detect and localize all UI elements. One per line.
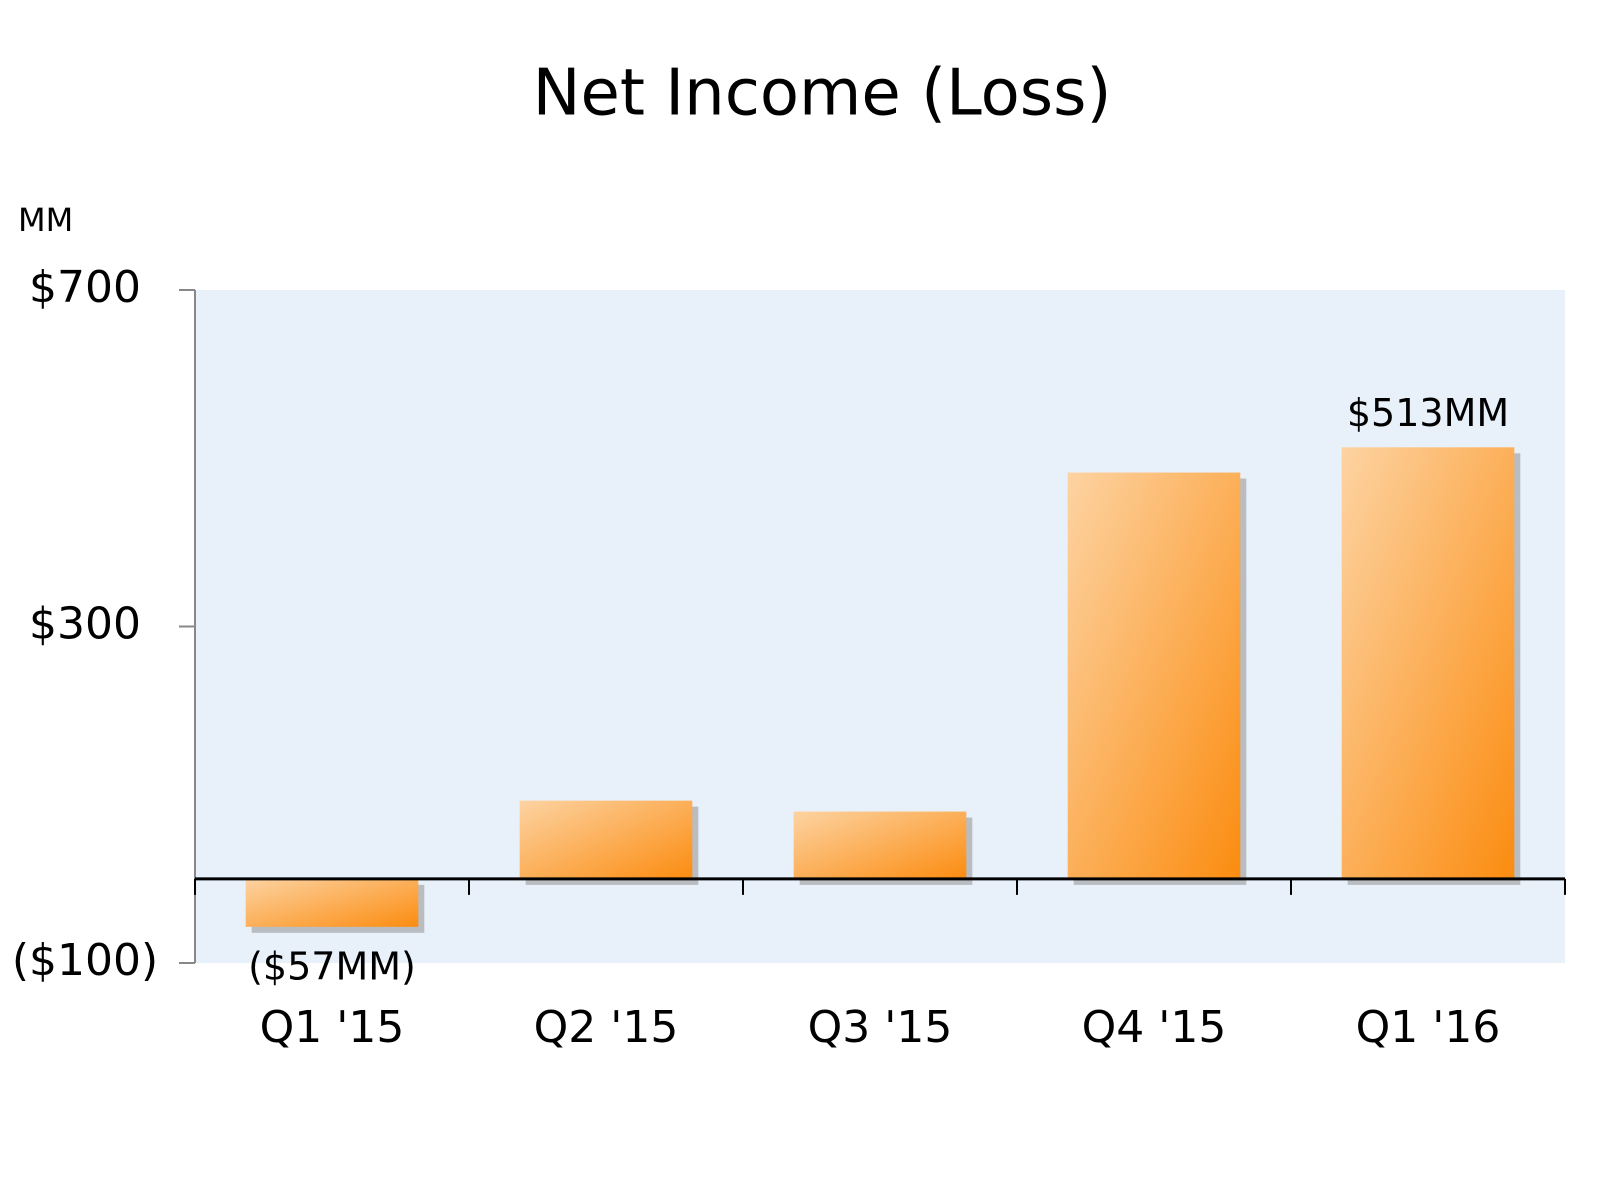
bar — [1341, 447, 1515, 879]
bar — [245, 878, 419, 927]
x-tick-label: Q1 '15 — [260, 1002, 405, 1053]
y-tick-label: $300 — [29, 599, 141, 650]
y-axis-label: MM — [18, 201, 73, 239]
x-tick-label: Q1 '16 — [1356, 1002, 1501, 1053]
x-tick-label: Q3 '15 — [808, 1002, 953, 1053]
bar — [1067, 472, 1241, 879]
value-label: $513MM — [1347, 391, 1509, 435]
value-label: ($57MM) — [248, 944, 416, 988]
bar — [519, 800, 693, 879]
chart-title: Net Income (Loss) — [533, 57, 1112, 131]
y-tick-label: ($100) — [12, 935, 158, 986]
x-tick-label: Q2 '15 — [534, 1002, 679, 1053]
y-tick-label: $700 — [29, 262, 141, 313]
bar — [793, 811, 967, 879]
x-tick-label: Q4 '15 — [1082, 1002, 1227, 1053]
